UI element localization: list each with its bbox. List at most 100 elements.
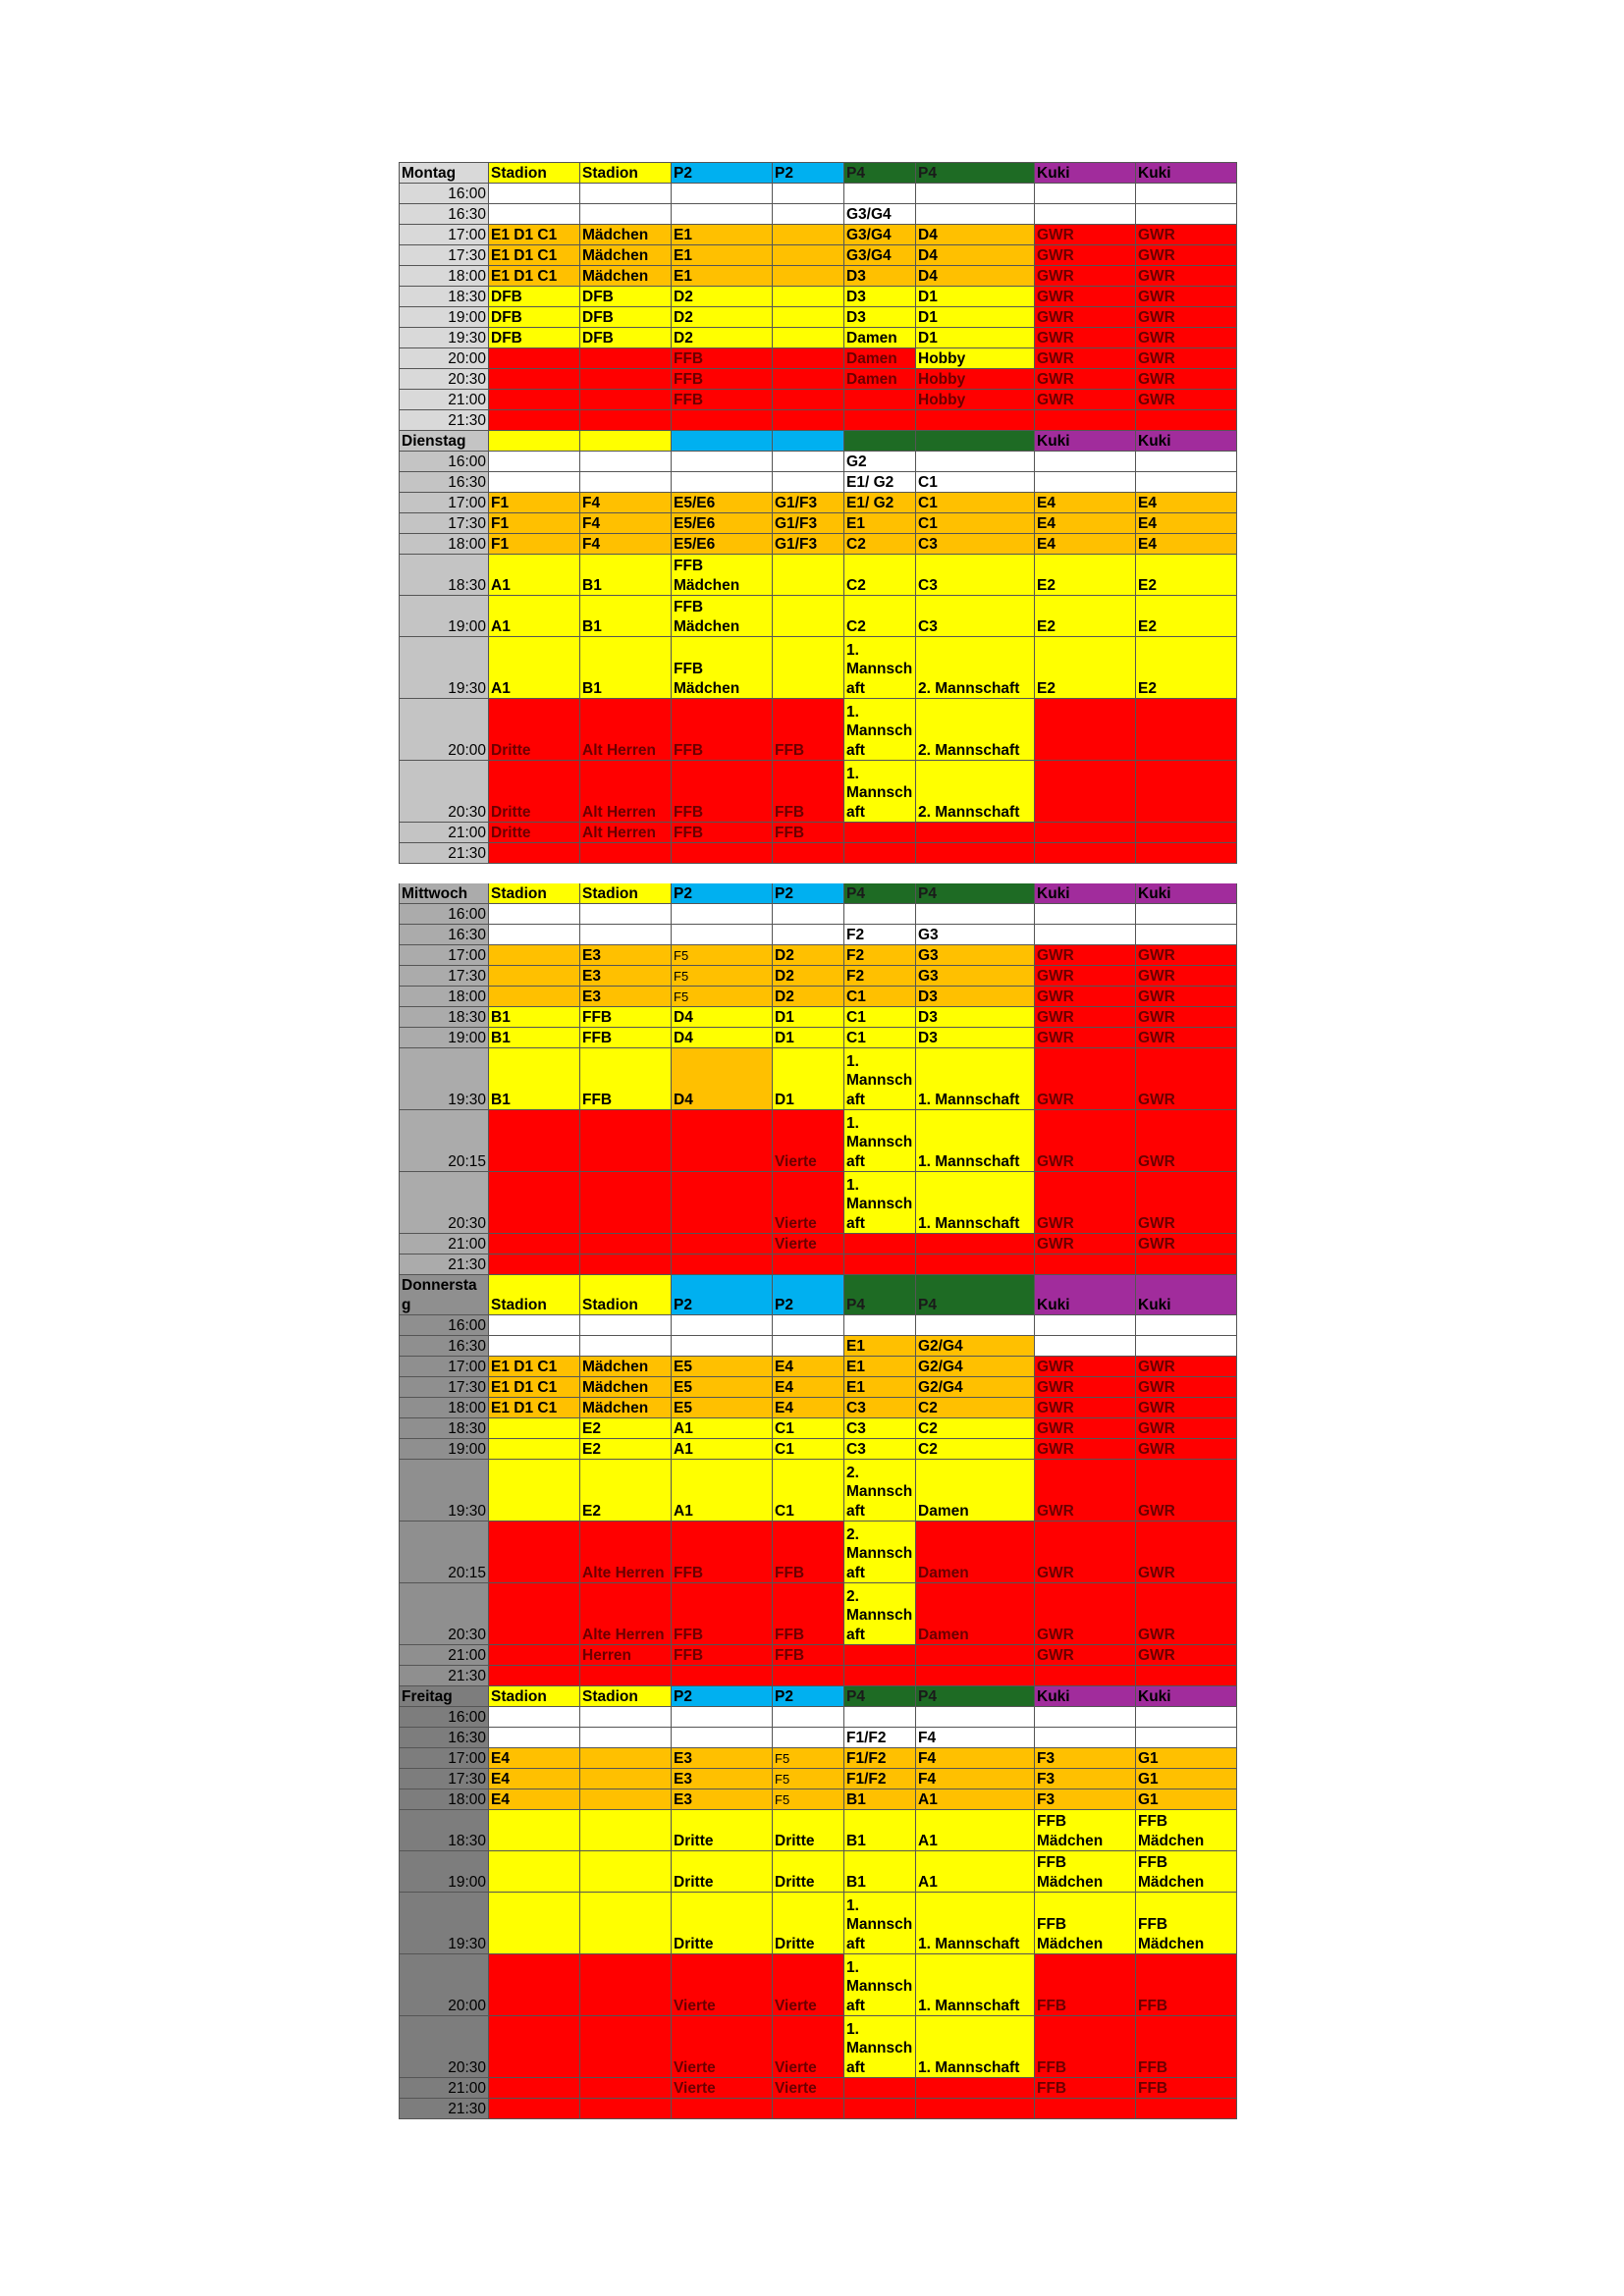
time-slot-row: 18:00 F1 F4 E5/E6 G1/F3 C2 C3 E4 E4 <box>399 533 1237 555</box>
time-label: 21:00 <box>399 389 489 410</box>
venue-header-cell: P2 <box>671 882 773 904</box>
time-label: 21:30 <box>399 409 489 431</box>
schedule-cell: C1 <box>915 471 1035 493</box>
venue-header-cell: Stadion <box>488 162 580 184</box>
schedule-cell: 1. Mannschaft <box>843 1171 916 1234</box>
schedule-cell: F1/F2 <box>843 1768 916 1789</box>
time-label: 20:30 <box>399 368 489 390</box>
schedule-cell: D2 <box>671 286 773 307</box>
schedule-cell: E1 <box>843 1376 916 1398</box>
schedule-cell <box>915 183 1035 204</box>
schedule-cell <box>488 944 580 966</box>
schedule-cell <box>1135 203 1237 225</box>
schedule-cell: A1 <box>671 1438 773 1460</box>
schedule-cell: A1 <box>488 636 580 699</box>
schedule-cell: DFB <box>488 286 580 307</box>
schedule-cell <box>1034 1665 1136 1686</box>
time-label: 18:00 <box>399 265 489 287</box>
schedule-cell <box>1135 451 1237 472</box>
time-slot-row: 19:00 Dritte Dritte B1 A1 FFB Mädchen FFB Mädc… <box>399 1850 1237 1893</box>
schedule-cell: GWR <box>1135 327 1237 348</box>
schedule-cell: D1 <box>772 1027 844 1048</box>
schedule-cell: Dritte <box>772 1892 844 1954</box>
schedule-cell: E1 <box>843 1356 916 1377</box>
schedule-cell: D3 <box>843 265 916 287</box>
time-label: 17:00 <box>399 224 489 245</box>
schedule-cell: GWR <box>1135 944 1237 966</box>
day-name: Mittwoch <box>399 882 489 904</box>
schedule-cell: E4 <box>1034 492 1136 513</box>
schedule-cell <box>488 183 580 204</box>
schedule-cell: G1 <box>1135 1747 1237 1769</box>
schedule-cell <box>488 965 580 987</box>
time-slot-row: 17:00 F1 F4 E5/E6 G1/F3 E1/ G2 C1 E4 E4 <box>399 492 1237 513</box>
schedule-cell: Damen <box>915 1582 1035 1645</box>
schedule-cell <box>579 2098 672 2119</box>
schedule-cell: FFB <box>1135 1953 1237 2016</box>
schedule-cell <box>488 1644 580 1666</box>
schedule-cell: FFB <box>671 389 773 410</box>
schedule-cell: Damen <box>915 1521 1035 1583</box>
schedule-cell <box>1135 698 1237 761</box>
schedule-cell <box>1135 760 1237 823</box>
time-label: 19:00 <box>399 595 489 637</box>
schedule-cell <box>772 1335 844 1357</box>
schedule-cell <box>772 306 844 328</box>
schedule-cell <box>915 409 1035 431</box>
schedule-cell: C1 <box>772 1438 844 1460</box>
time-slot-row: 16:00 <box>399 1314 1237 1336</box>
schedule-cell <box>1034 409 1136 431</box>
schedule-cell: Dritte <box>488 698 580 761</box>
schedule-cell: A1 <box>671 1459 773 1522</box>
schedule-cell: Mädchen <box>579 224 672 245</box>
schedule-cell: B1 <box>579 595 672 637</box>
schedule-cell <box>488 451 580 472</box>
schedule-cell: G1 <box>1135 1789 1237 1810</box>
schedule-cell: F1 <box>488 492 580 513</box>
time-label: 18:30 <box>399 1809 489 1851</box>
venue-header-cell: Kuki <box>1034 882 1136 904</box>
schedule-cell <box>772 471 844 493</box>
spacer-cell <box>772 863 844 883</box>
venue-header-cell: Kuki <box>1135 430 1237 452</box>
schedule-cell <box>579 1335 672 1357</box>
time-slot-row: 18:00 E4 E3 F5 B1 A1 F3 G1 <box>399 1789 1237 1810</box>
schedule-cell: G2/G4 <box>915 1356 1035 1377</box>
schedule-cell <box>1034 903 1136 925</box>
schedule-cell: C1 <box>843 986 916 1007</box>
time-slot-row: 17:00 E4 E3 F5 F1/F2 F4 F3 G1 <box>399 1747 1237 1769</box>
schedule-cell: G3/G4 <box>843 244 916 266</box>
schedule-cell: DFB <box>488 327 580 348</box>
schedule-cell <box>772 409 844 431</box>
time-slot-row: 16:30 F1/F2 F4 <box>399 1727 1237 1748</box>
schedule-cell: F4 <box>579 512 672 534</box>
schedule-cell <box>579 471 672 493</box>
schedule-cell <box>671 1706 773 1728</box>
schedule-cell: D3 <box>843 286 916 307</box>
schedule-cell: E1 D1 C1 <box>488 1397 580 1418</box>
time-label: 21:30 <box>399 2098 489 2119</box>
schedule-cell <box>1034 451 1136 472</box>
schedule-cell: GWR <box>1034 244 1136 266</box>
schedule-cell <box>671 1665 773 1686</box>
day-name: Freitag <box>399 1685 489 1707</box>
schedule-cell: FFB Mädchen <box>1135 1892 1237 1954</box>
schedule-cell: D2 <box>772 986 844 1007</box>
time-label: 17:00 <box>399 1747 489 1769</box>
schedule-cell <box>579 1233 672 1255</box>
schedule-cell <box>488 347 580 369</box>
time-label: 17:30 <box>399 512 489 534</box>
schedule-cell: FFB <box>671 760 773 823</box>
schedule-cell: B1 <box>579 554 672 596</box>
schedule-cell <box>579 1706 672 1728</box>
schedule-cell <box>579 1727 672 1748</box>
schedule-cell <box>915 1233 1035 1255</box>
schedule-cell: GWR <box>1034 1027 1136 1048</box>
schedule-cell: E3 <box>671 1747 773 1769</box>
schedule-cell: G3 <box>915 924 1035 945</box>
schedule-cell: C1 <box>915 492 1035 513</box>
schedule-cell: GWR <box>1135 1644 1237 1666</box>
schedule-cell: E3 <box>579 986 672 1007</box>
time-label: 18:00 <box>399 1397 489 1418</box>
time-slot-row: 20:30 Vierte Vierte 1. Mannschaft 1. Mannsch… <box>399 2015 1237 2078</box>
